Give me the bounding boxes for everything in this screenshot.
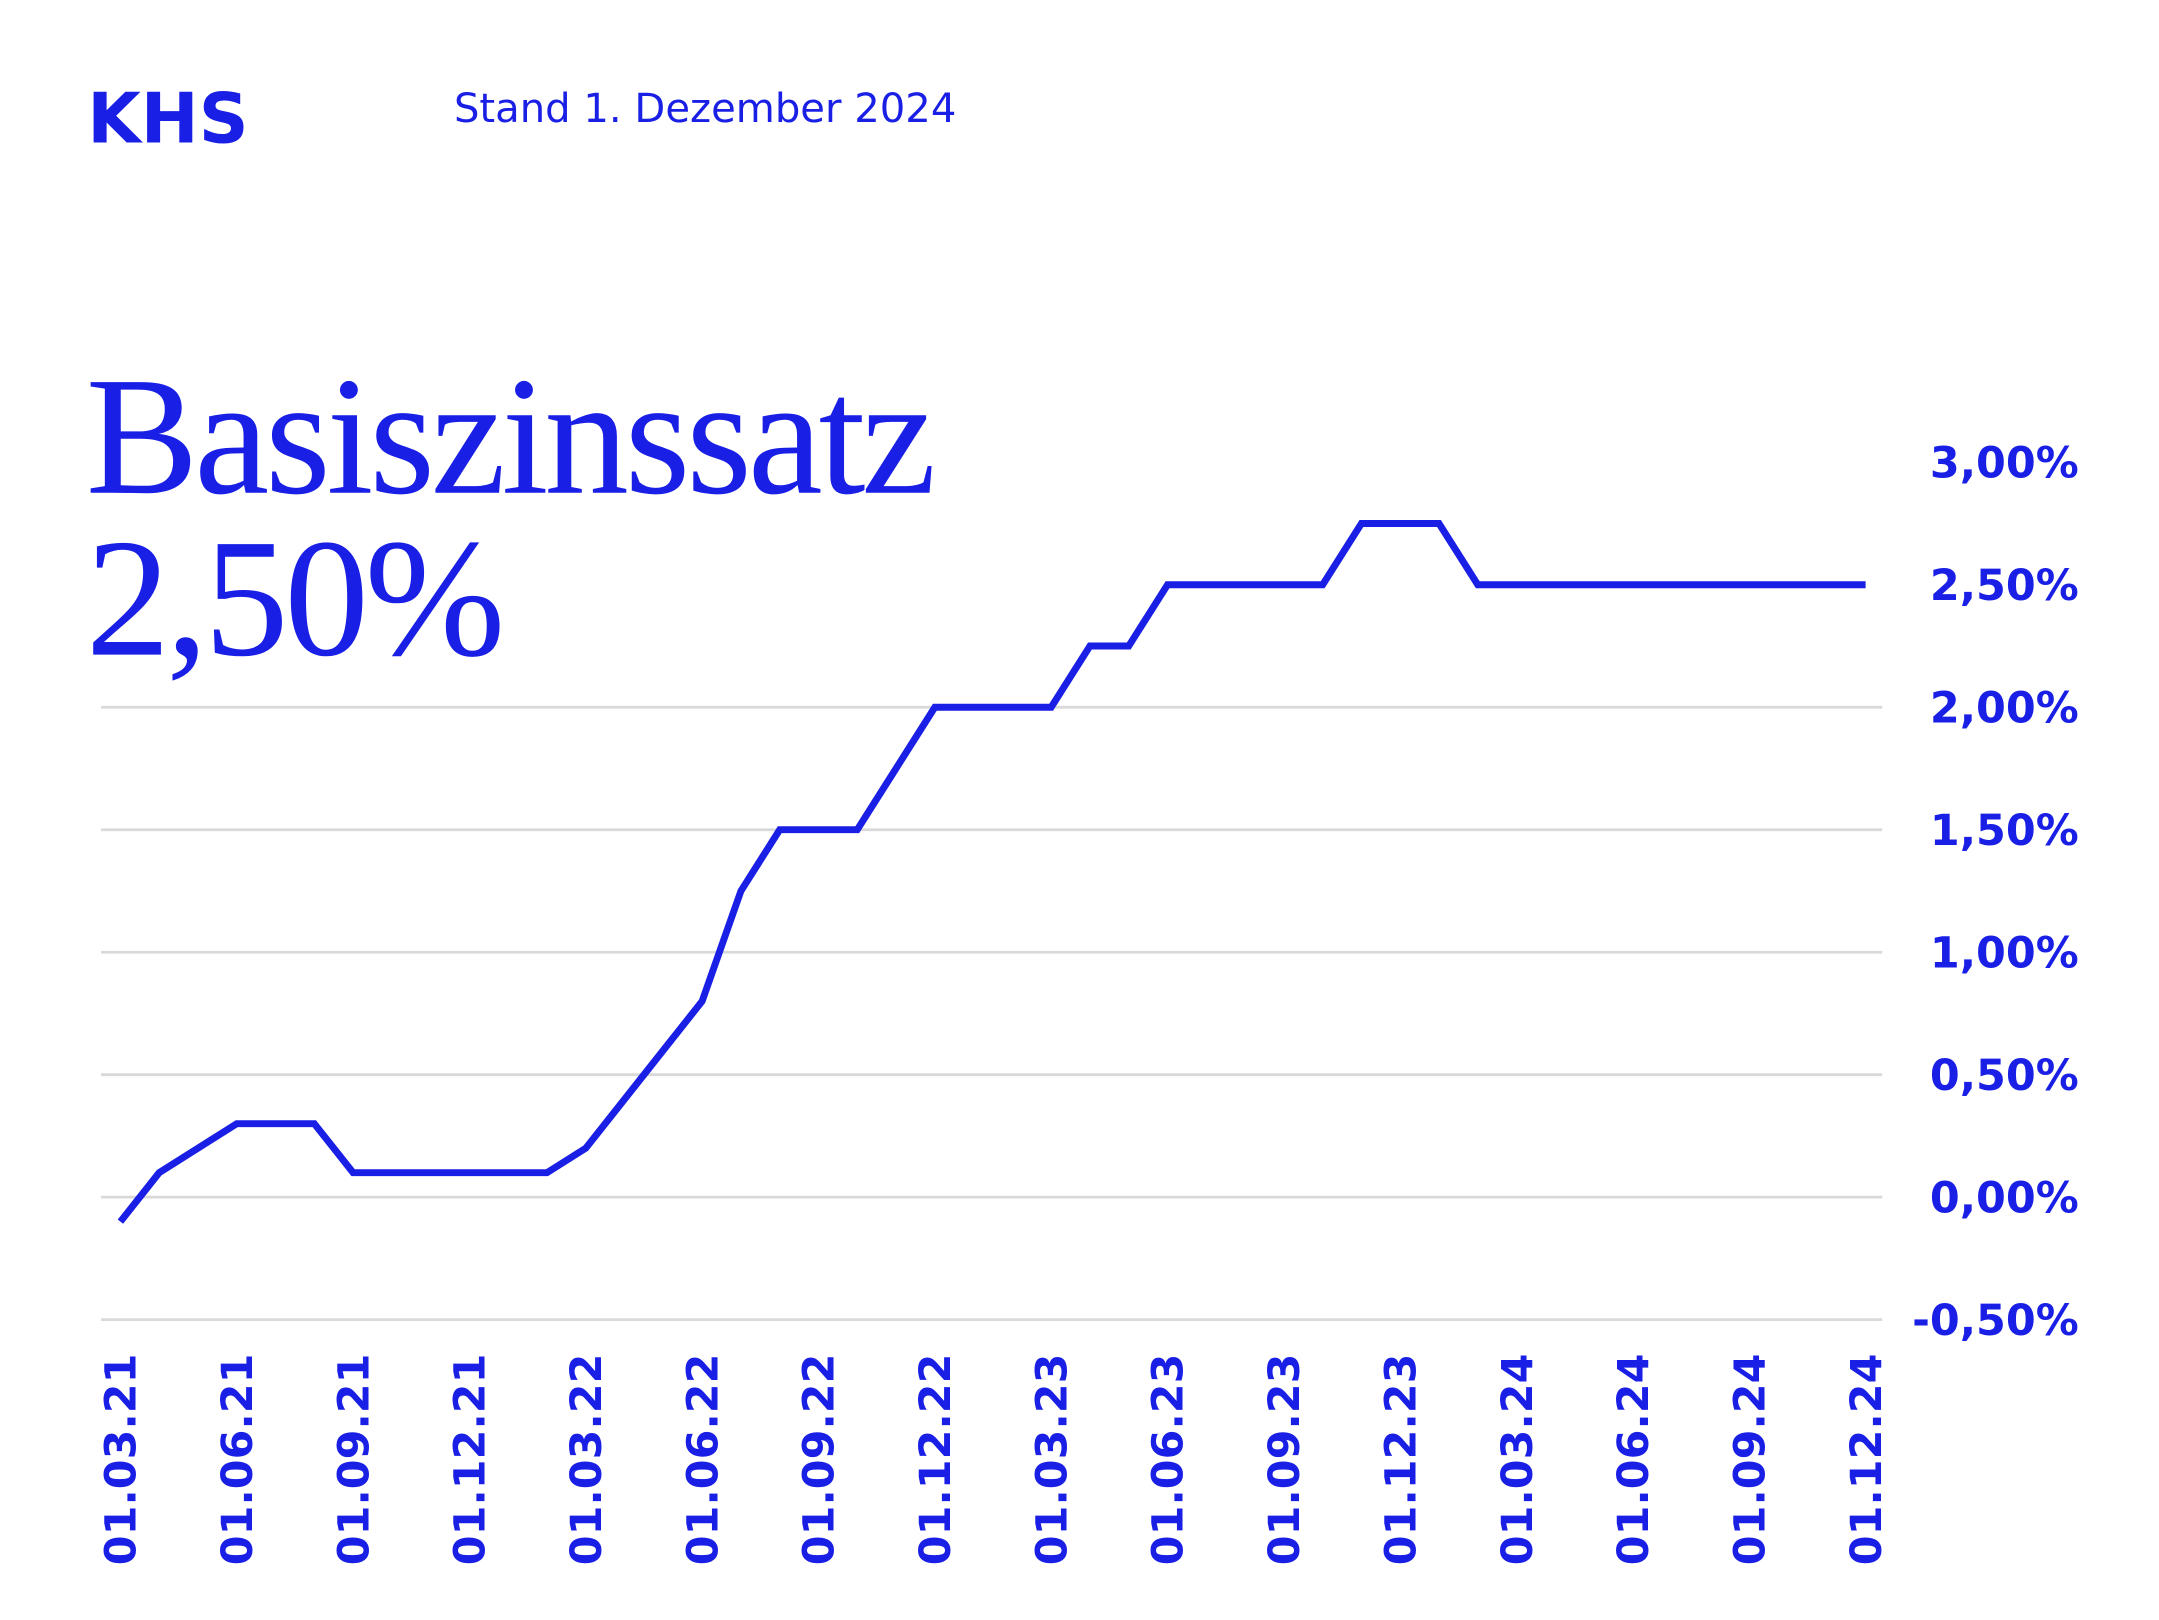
x-tick-label: 01.03.21 [97, 1354, 147, 1566]
x-tick-label: 01.03.22 [562, 1354, 612, 1566]
y-tick-label: 0,50% [1930, 1051, 2079, 1101]
x-tick-label: 01.06.24 [1609, 1354, 1659, 1566]
chart-title: Basiszinssatz [86, 343, 933, 530]
y-tick-label: 1,50% [1930, 806, 2079, 856]
current-rate: 2,50% [86, 505, 501, 692]
x-tick-label: 01.06.23 [1144, 1354, 1194, 1566]
x-tick-label: 01.12.24 [1842, 1354, 1892, 1566]
y-tick-label: 3,00% [1930, 439, 2079, 489]
y-tick-label: 2,50% [1930, 561, 2079, 611]
x-tick-label: 01.06.22 [678, 1354, 728, 1566]
x-tick-label: 01.12.21 [446, 1354, 496, 1566]
x-tick-label: 01.09.22 [795, 1354, 845, 1566]
x-tick-label: 01.12.23 [1376, 1354, 1426, 1566]
x-tick-label: 01.09.23 [1260, 1354, 1310, 1566]
y-tick-label: -0,50% [1912, 1296, 2079, 1346]
x-tick-label: 01.09.21 [329, 1354, 379, 1566]
logo: KHS [87, 80, 248, 160]
x-tick-label: 01.03.24 [1493, 1354, 1543, 1566]
y-tick-label: 1,00% [1930, 928, 2079, 978]
x-tick-label: 01.06.21 [213, 1354, 263, 1566]
x-tick-label: 01.09.24 [1725, 1354, 1775, 1566]
y-tick-label: 2,00% [1930, 683, 2079, 733]
subtitle: Stand 1. Dezember 2024 [454, 86, 956, 132]
rate-line [117, 520, 1866, 1224]
y-tick-label: 0,00% [1930, 1173, 2079, 1223]
x-tick-label: 01.03.23 [1027, 1354, 1077, 1566]
x-tick-label: 01.12.22 [911, 1354, 961, 1566]
